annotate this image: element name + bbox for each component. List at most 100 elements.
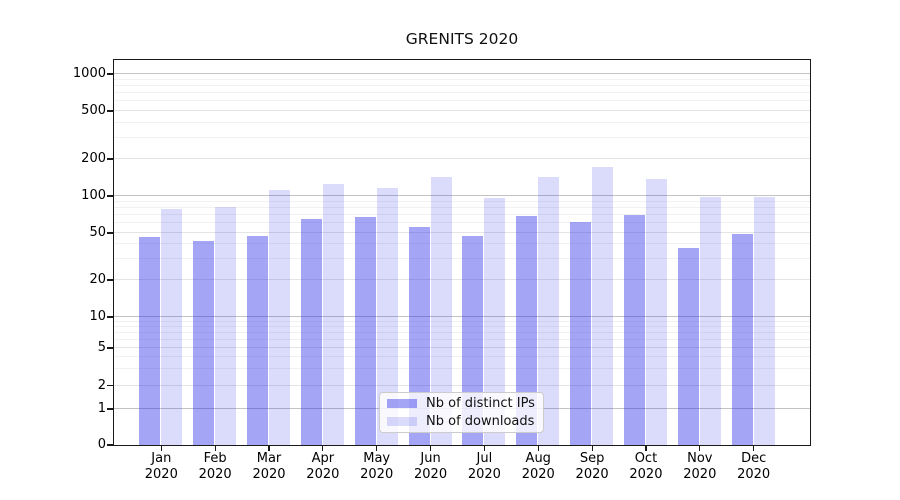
gridline-500 — [113, 110, 810, 111]
x-tick-jun — [429, 445, 432, 451]
y-tick-label-50: 50 — [89, 225, 106, 240]
gridline-2 — [113, 384, 810, 386]
bar-distinct-ips-jun — [408, 227, 430, 445]
bar-downloads-apr — [322, 184, 344, 445]
bar-downloads-dec — [753, 197, 775, 445]
gridline-90 — [113, 200, 810, 202]
gridline-40 — [113, 243, 810, 245]
y-tick-label-5: 5 — [97, 340, 106, 355]
gridline-900 — [113, 78, 810, 80]
bar-downloads-oct — [645, 179, 667, 445]
bar-distinct-ips-mar — [247, 235, 268, 445]
gridline-60 — [113, 222, 810, 224]
plot-area — [112, 58, 811, 446]
legend: Nb of distinct IPs Nb of downloads — [379, 392, 544, 433]
legend-swatch-distinct-ips — [387, 398, 417, 408]
bar-downloads-jan — [161, 208, 183, 445]
x-tick-aug — [537, 445, 539, 451]
y-tick-1 — [107, 408, 113, 410]
bar-distinct-ips-nov — [677, 247, 699, 445]
bar-distinct-ips-dec — [731, 233, 753, 445]
gridline-300 — [113, 136, 810, 138]
legend-swatch-downloads — [387, 417, 417, 427]
bar-downloads-aug — [538, 176, 560, 445]
bar-distinct-ips-feb — [193, 241, 215, 445]
y-tick-50 — [107, 232, 113, 234]
bar-downloads-sep — [592, 166, 614, 445]
x-tick-dec — [753, 445, 755, 451]
gridline-4 — [113, 356, 810, 358]
gridline-1000 — [113, 73, 810, 74]
y-tick-label-500: 500 — [81, 103, 106, 118]
x-tick-oct — [645, 445, 647, 451]
x-tick-label-sep: Sep 2020 — [575, 451, 609, 482]
y-tick-label-10: 10 — [89, 309, 106, 324]
x-tick-label-jan: Jan 2020 — [144, 451, 178, 482]
x-tick-nov — [699, 445, 701, 451]
y-tick-label-2: 2 — [97, 377, 106, 393]
x-tick-label-mar: Mar 2020 — [252, 451, 286, 482]
gridline-7 — [113, 331, 810, 333]
x-tick-label-aug: Aug 2020 — [521, 451, 555, 482]
bar-distinct-ips-sep — [570, 221, 592, 445]
x-tick-label-oct: Oct 2020 — [629, 451, 663, 482]
y-tick-0 — [107, 444, 113, 446]
bar-distinct-ips-oct — [623, 215, 645, 445]
gridline-5 — [113, 347, 810, 348]
gridline-700 — [113, 92, 810, 94]
gridline-100 — [113, 195, 810, 196]
gridline-6 — [113, 338, 810, 340]
y-tick-100 — [107, 195, 113, 197]
x-tick-label-jul: Jul 2020 — [467, 451, 501, 482]
x-tick-label-may: May 2020 — [360, 451, 394, 482]
x-tick-label-dec: Dec 2020 — [737, 451, 771, 482]
gridline-80 — [113, 206, 810, 208]
y-tick-label-200: 200 — [81, 151, 106, 166]
y-tick-label-100: 100 — [81, 188, 106, 203]
gridline-600 — [113, 100, 810, 102]
x-tick-label-apr: Apr 2020 — [306, 451, 340, 482]
gridline-400 — [113, 121, 810, 123]
y-tick-500 — [107, 110, 113, 112]
y-tick-2 — [107, 384, 113, 387]
y-tick-200 — [107, 158, 113, 160]
gridline-70 — [113, 214, 810, 216]
y-tick-label-1: 1 — [97, 401, 106, 416]
x-tick-label-nov: Nov 2020 — [683, 451, 717, 482]
bar-downloads-nov — [699, 197, 721, 445]
y-tick-label-1000: 1000 — [72, 66, 106, 81]
x-tick-label-feb: Feb 2020 — [198, 451, 232, 482]
x-tick-may — [376, 445, 378, 451]
gridline-800 — [113, 84, 810, 86]
x-tick-feb — [214, 445, 216, 451]
bar-downloads-may — [376, 188, 398, 445]
legend-entry-downloads: Nb of downloads — [380, 414, 543, 430]
gridline-10 — [113, 316, 810, 317]
y-tick-1000 — [107, 73, 113, 75]
plot-canvas — [113, 60, 810, 445]
bar-downloads-feb — [215, 206, 237, 445]
gridline-9 — [113, 320, 810, 322]
legend-entry-distinct-ips: Nb of distinct IPs — [380, 395, 543, 411]
x-tick-apr — [322, 445, 324, 451]
x-tick-sep — [591, 445, 593, 451]
gridline-30 — [113, 258, 810, 260]
legend-label-distinct-ips: Nb of distinct IPs — [426, 395, 535, 411]
gridline-20 — [113, 279, 810, 280]
bar-downloads-jul — [484, 198, 506, 445]
bar-downloads-jun — [430, 176, 452, 445]
gridline-3 — [113, 367, 810, 369]
y-tick-label-20: 20 — [89, 272, 106, 287]
bar-distinct-ips-aug — [516, 216, 538, 445]
x-tick-label-jun: Jun 2020 — [414, 451, 448, 482]
gridline-8 — [113, 325, 810, 327]
y-tick-label-0: 0 — [97, 437, 106, 452]
bar-distinct-ips-apr — [300, 218, 322, 445]
gridline-200 — [113, 158, 810, 159]
x-tick-mar — [268, 445, 270, 451]
bar-downloads-mar — [269, 190, 290, 445]
chart-title: GRENITS 2020 — [405, 30, 519, 48]
bar-distinct-ips-may — [354, 216, 376, 445]
x-tick-jan — [160, 445, 162, 451]
